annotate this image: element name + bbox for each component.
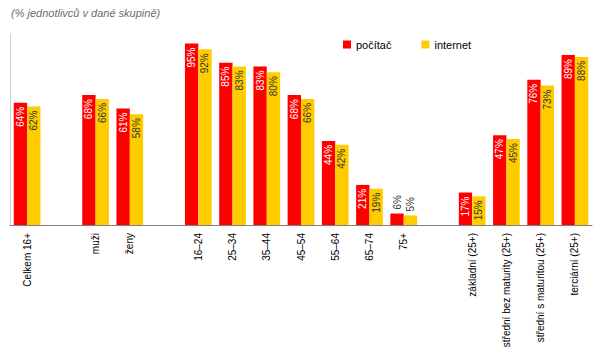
svg-text:základní (25+): základní (25+) — [467, 233, 478, 297]
svg-text:počítač: počítač — [356, 39, 392, 51]
svg-text:střední s maturitou (25+): střední s maturitou (25+) — [535, 233, 546, 342]
svg-text:55–64: 55–64 — [330, 233, 341, 261]
svg-text:45%: 45% — [508, 143, 519, 163]
svg-text:64%: 64% — [15, 107, 26, 127]
svg-text:19%: 19% — [371, 193, 382, 213]
svg-text:35–44: 35–44 — [261, 233, 272, 261]
svg-text:76%: 76% — [528, 84, 539, 104]
svg-text:střední bez maturity (25+): střední bez maturity (25+) — [501, 233, 512, 347]
svg-text:58%: 58% — [131, 118, 142, 138]
svg-text:75+: 75+ — [398, 233, 409, 250]
svg-text:88%: 88% — [576, 61, 587, 81]
svg-text:17%: 17% — [460, 196, 471, 216]
svg-text:92%: 92% — [199, 53, 210, 73]
svg-text:62%: 62% — [28, 110, 39, 130]
svg-text:66%: 66% — [97, 103, 108, 123]
svg-text:terciární (25+): terciární (25+) — [569, 233, 580, 296]
svg-text:44%: 44% — [323, 145, 334, 165]
svg-text:muži: muži — [90, 233, 101, 254]
svg-text:83%: 83% — [255, 70, 266, 90]
svg-text:internet: internet — [434, 39, 471, 51]
svg-text:89%: 89% — [563, 59, 574, 79]
svg-text:66%: 66% — [302, 103, 313, 123]
svg-text:Celkem 16+: Celkem 16+ — [22, 233, 33, 287]
svg-text:16–24: 16–24 — [193, 233, 204, 261]
svg-text:68%: 68% — [83, 99, 94, 119]
svg-text:25–34: 25–34 — [227, 233, 238, 261]
svg-text:15%: 15% — [473, 200, 484, 220]
svg-text:5%: 5% — [405, 197, 416, 212]
svg-text:95%: 95% — [186, 47, 197, 67]
svg-text:68%: 68% — [289, 99, 300, 119]
svg-text:61%: 61% — [118, 112, 129, 132]
svg-text:6%: 6% — [392, 195, 403, 210]
svg-text:80%: 80% — [268, 76, 279, 96]
svg-text:42%: 42% — [336, 149, 347, 169]
svg-text:45–54: 45–54 — [296, 233, 307, 261]
svg-text:21%: 21% — [357, 189, 368, 209]
svg-text:73%: 73% — [542, 89, 553, 109]
svg-text:65–74: 65–74 — [364, 233, 375, 261]
svg-text:(% jednotlivců v dané skupině): (% jednotlivců v dané skupině) — [11, 7, 161, 19]
svg-text:83%: 83% — [234, 70, 245, 90]
svg-text:ženy: ženy — [124, 233, 135, 254]
svg-text:47%: 47% — [494, 139, 505, 159]
svg-text:85%: 85% — [220, 67, 231, 87]
